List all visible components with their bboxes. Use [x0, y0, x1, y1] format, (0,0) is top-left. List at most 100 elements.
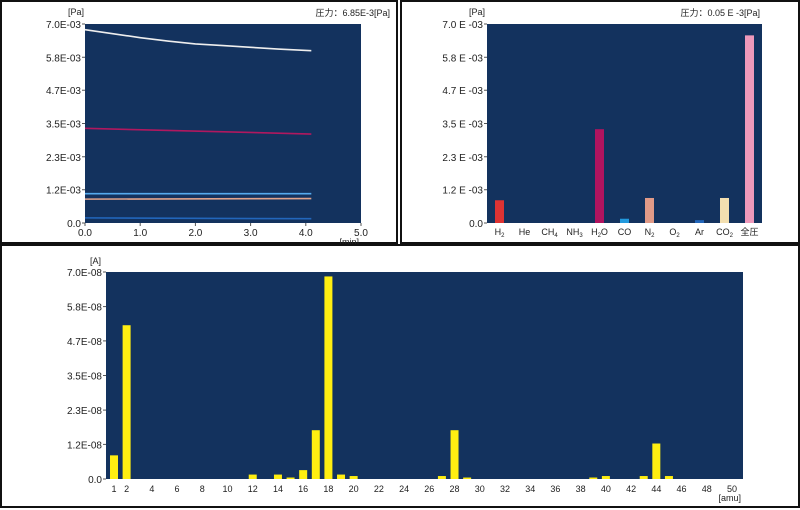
x-tick-label: 34 [525, 484, 535, 494]
category-label: H2 [495, 227, 506, 239]
x-tick-label: 36 [550, 484, 560, 494]
spectrum-bar-14 [273, 474, 282, 479]
category-label: O2 [669, 227, 680, 239]
y-tick-label: 0.0 [67, 219, 81, 230]
y-tick-label: 1.2E-08 [67, 440, 102, 451]
x-unit-label: [min] [339, 237, 359, 247]
x-tick-label: 18 [323, 484, 333, 494]
y-tick-label: 3.5E-08 [67, 372, 102, 383]
series-line-5 [84, 217, 312, 220]
y-tick-label: 3.5E-03 [46, 120, 81, 131]
x-tick-label: 1.0 [133, 228, 147, 239]
plot-area [106, 272, 743, 479]
x-tick-label: 10 [223, 484, 233, 494]
y-unit-label: [Pa] [469, 7, 485, 17]
category-label: H2O [591, 227, 608, 239]
category-label: CO2 [716, 227, 734, 239]
spectrum-bar-16 [299, 470, 308, 479]
bar-9 [720, 197, 729, 223]
spectrum-bar-12 [248, 474, 257, 479]
pressure-readout: 圧力：6.85E-3[Pa] [315, 7, 390, 18]
spectrum-bar-40 [601, 476, 610, 479]
x-tick-label: 28 [450, 484, 460, 494]
x-tick-label: 5.0 [354, 228, 368, 239]
pressure-trend-chart: [Pa] 圧力：6.85E-3[Pa] 0.0 1.2E-03 2.3E-03 3.5E-… [46, 7, 390, 247]
x-tick-label: 2 [124, 484, 129, 494]
x-tick-label: 0.0 [78, 228, 92, 239]
x-tick-label: 46 [677, 484, 687, 494]
category-label: 全圧 [740, 226, 758, 237]
y-tick-label: 3.5 E -03 [442, 120, 483, 131]
category-label: He [519, 227, 531, 237]
x-tick-label: 14 [273, 484, 283, 494]
spectrum-bar-27 [437, 476, 446, 479]
x-unit-label: [amu] [718, 493, 741, 503]
y-tick-label: 5.8E-03 [46, 53, 81, 64]
y-tick-label: 5.8 E -03 [442, 53, 483, 64]
y-tick-label: 1.2 E -03 [442, 186, 483, 197]
spectrum-bar-39 [589, 477, 598, 479]
x-tick-label: 38 [576, 484, 586, 494]
plot-area [85, 24, 361, 223]
x-tick-label: 44 [651, 484, 661, 494]
spectrum-bar-43 [639, 476, 648, 479]
spectrum-bar-29 [463, 477, 472, 479]
y-unit-label: [Pa] [68, 7, 84, 17]
trend-chart-panel: [Pa] 圧力：6.85E-3[Pa] 0.0 1.2E-03 2.3E-03 3.5E-… [0, 0, 398, 247]
x-tick-label: 1 [111, 484, 116, 494]
y-tick-label: 1.2E-03 [46, 186, 81, 197]
spectrum-bar-20 [349, 476, 358, 479]
x-tick-label: 22 [374, 484, 384, 494]
x-tick-label: 6 [175, 484, 180, 494]
x-tick-label: 4.0 [299, 228, 313, 239]
y-tick-label: 2.3E-08 [67, 406, 102, 417]
spectrum-bar-1 [110, 455, 118, 479]
y-tick-label: 2.3E-03 [46, 153, 81, 164]
y-tick-label: 7.0E-03 [46, 20, 81, 31]
category-label: Ar [695, 227, 704, 237]
category-label: N2 [645, 227, 656, 239]
series-line-2 [84, 127, 312, 135]
x-tick-label: 20 [349, 484, 359, 494]
gas-partial-pressure-chart: [Pa] 圧力：0.05 E -3[Pa] 0.0 1.2 E -03 2.3 E -0… [442, 7, 762, 239]
bar-6 [645, 197, 654, 223]
y-tick-label: 0.0 [469, 219, 483, 230]
spectrum-bar-18 [324, 276, 333, 479]
bar-0 [495, 200, 504, 223]
y-tick-label: 7.0 E -03 [442, 20, 483, 31]
category-label: CH4 [541, 227, 558, 239]
x-tick-label: 26 [424, 484, 434, 494]
y-tick-label: 4.7E-08 [67, 337, 102, 348]
y-tick-label: 4.7E-03 [46, 86, 81, 97]
plot-area [487, 24, 762, 223]
x-tick-label: 2.0 [188, 228, 202, 239]
mass-spectrum-chart: [A] 0.0 1.2E-08 2.3E-08 3.5E-08 4.7E-08 5.8E-0… [67, 256, 743, 503]
y-unit-label: [A] [90, 256, 101, 266]
x-tick-label: 16 [298, 484, 308, 494]
y-tick-label: 7.0E-08 [67, 268, 102, 279]
x-tick-label: 24 [399, 484, 409, 494]
category-label: NH3 [566, 227, 583, 239]
spectrum-bar-2 [122, 325, 131, 479]
x-tick-label: 4 [149, 484, 154, 494]
spectrum-bar-17 [311, 430, 320, 479]
category-label: CO [618, 227, 632, 237]
pressure-readout: 圧力：0.05 E -3[Pa] [680, 7, 760, 18]
spectrum-bar-45 [664, 476, 673, 479]
x-tick-label: 3.0 [244, 228, 258, 239]
spectrum-bar-19 [337, 474, 346, 479]
bar-10 [745, 35, 754, 223]
x-tick-label: 40 [601, 484, 611, 494]
bar-4 [595, 129, 604, 223]
x-tick-label: 8 [200, 484, 205, 494]
series-line-4 [84, 197, 312, 200]
bar-8 [695, 220, 704, 223]
series-line-1 [84, 28, 312, 52]
y-tick-label: 4.7 E -03 [442, 86, 483, 97]
y-tick-label: 0.0 [88, 475, 102, 486]
x-tick-label: 42 [626, 484, 636, 494]
spectrum-bar-44 [652, 443, 661, 479]
x-tick-label: 50 [727, 484, 737, 494]
x-tick-label: 30 [475, 484, 485, 494]
y-tick-label: 5.8E-08 [67, 303, 102, 314]
